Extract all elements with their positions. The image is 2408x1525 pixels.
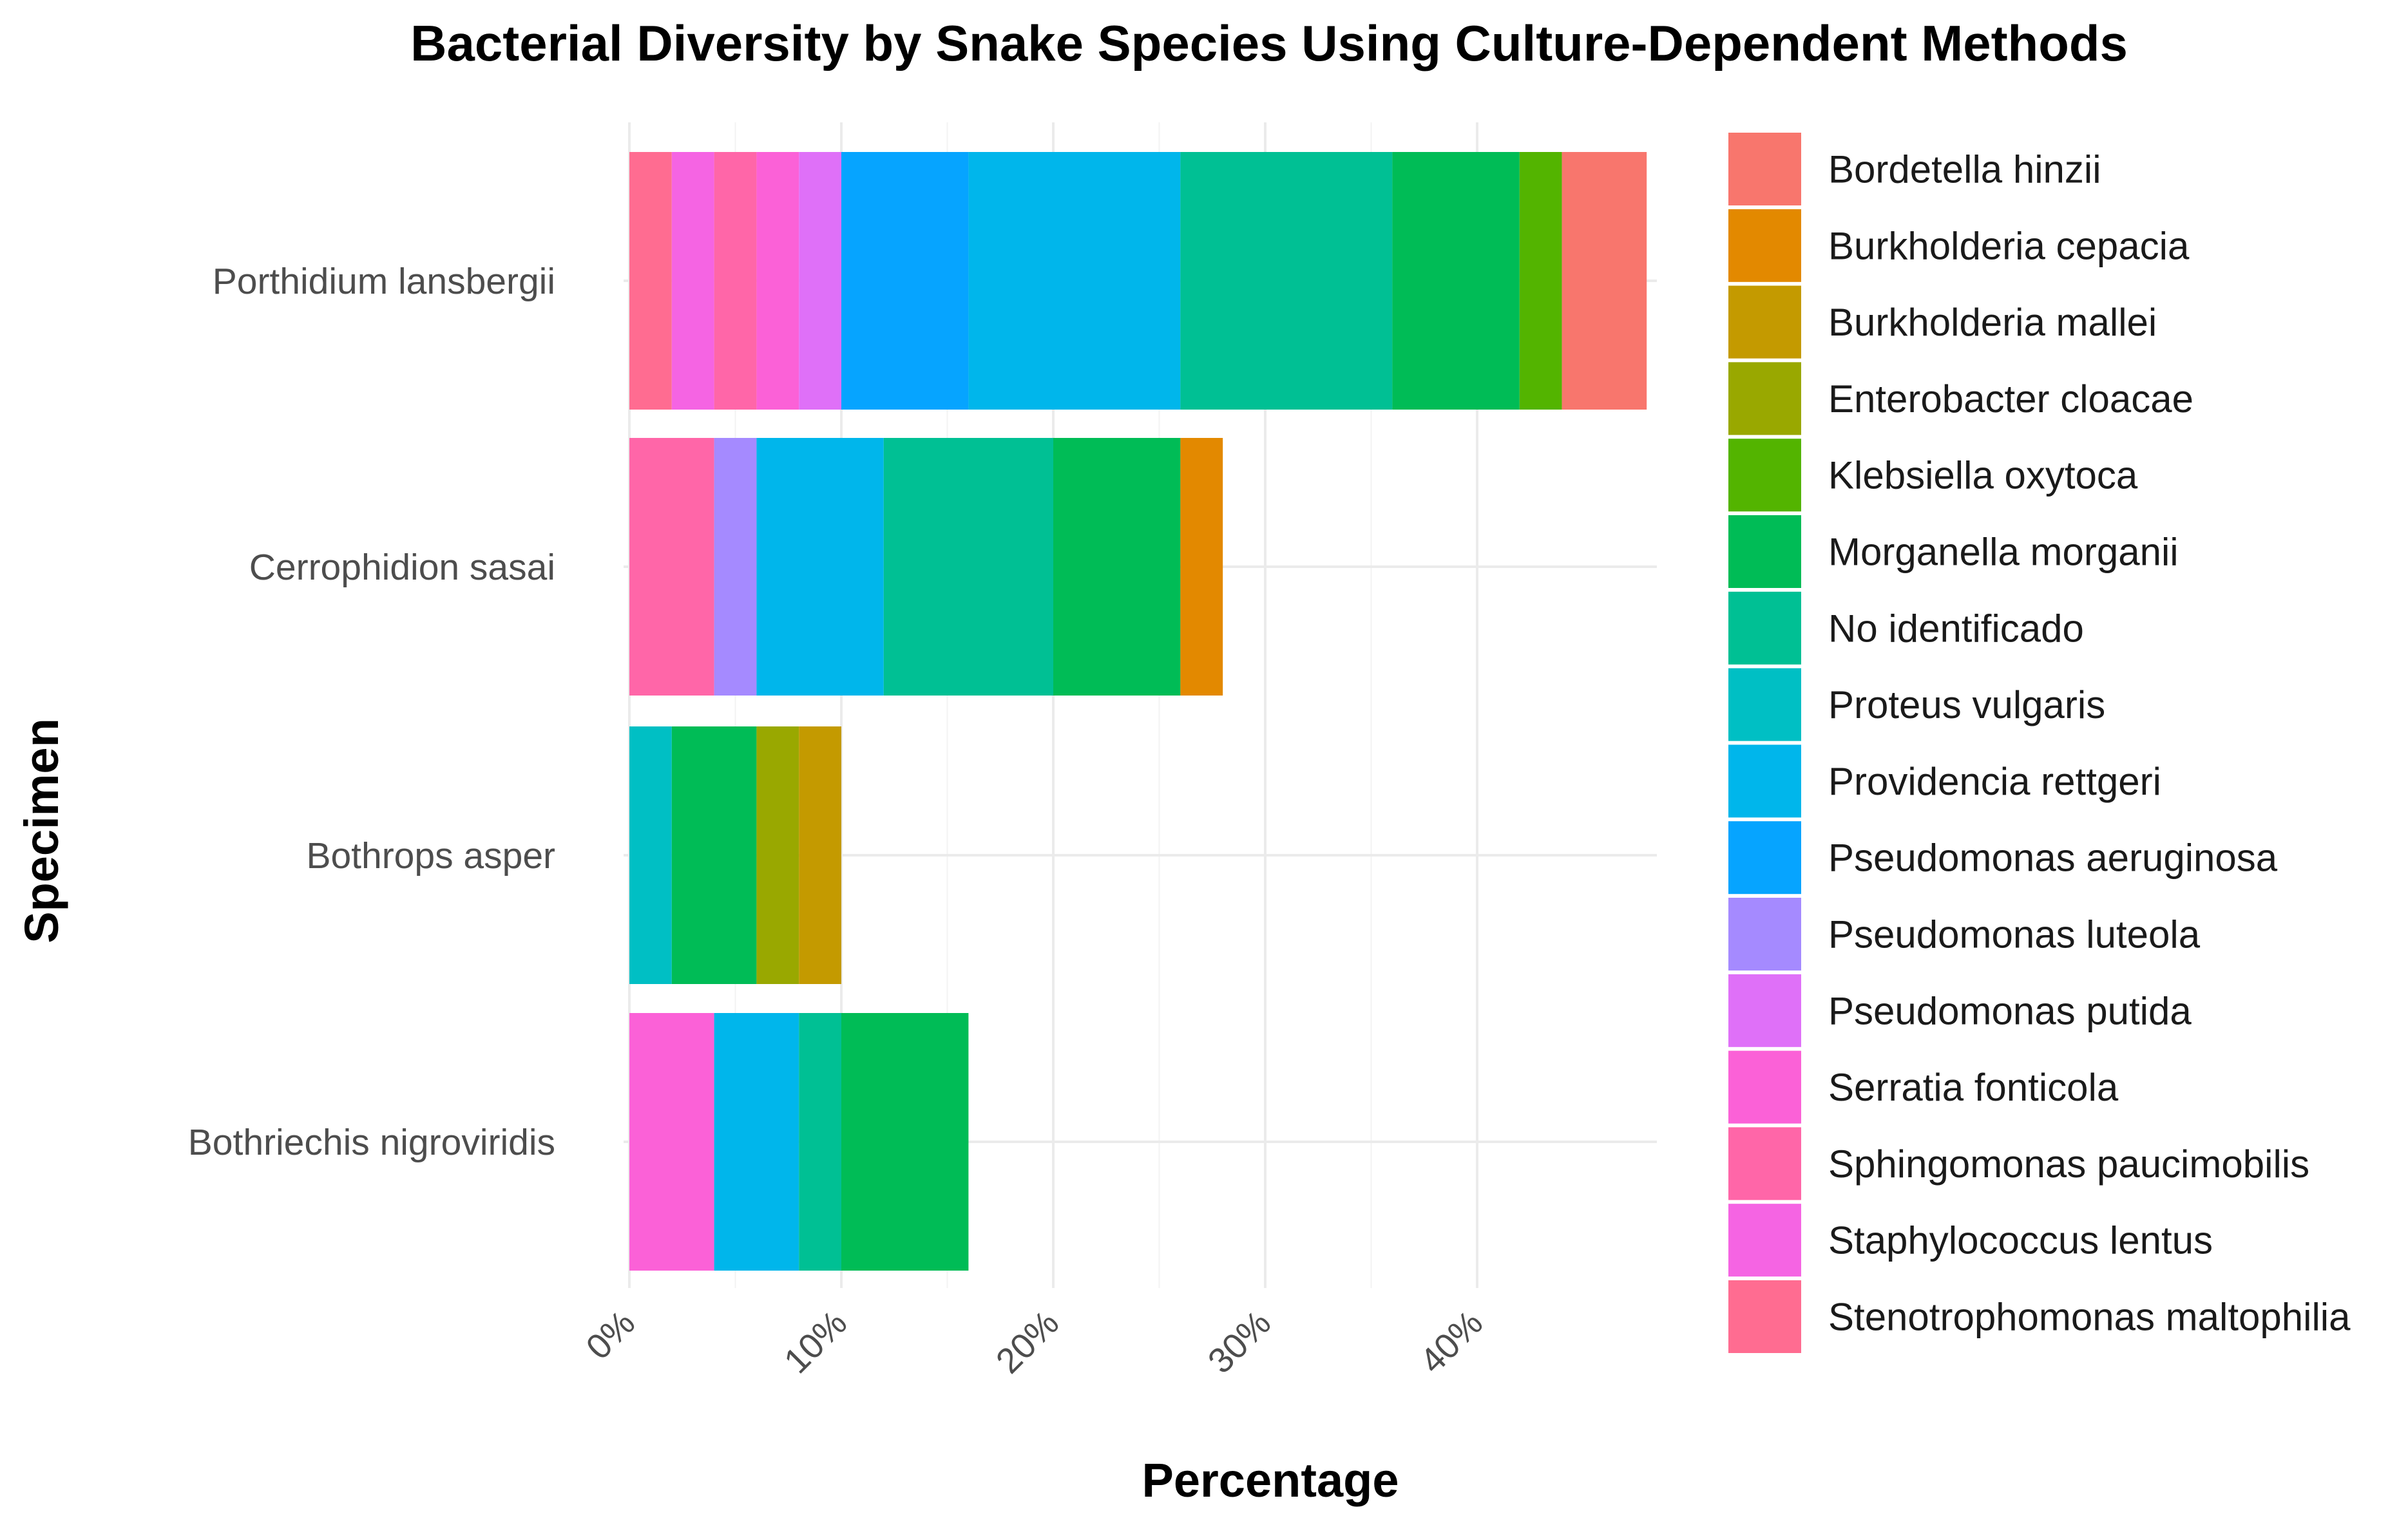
y-tick-label: Porthidium lansbergii [213, 261, 555, 302]
bar-segment [841, 152, 969, 410]
x-tick-label: 40% [1412, 1303, 1491, 1381]
x-tick-label: 0% [578, 1303, 642, 1367]
bar-segment [629, 438, 714, 696]
bar-segment [671, 152, 714, 410]
legend-key [1728, 515, 1801, 588]
legend-label: No identificado [1828, 607, 2084, 650]
x-axis-ticks: 0% 10% 20% 30% 40% [578, 1303, 1490, 1381]
legend-label: Serratia fonticola [1828, 1066, 2119, 1109]
bar-segment [671, 726, 757, 984]
legend-label: Sphingomonas paucimobilis [1828, 1142, 2309, 1186]
legend-label: Burkholderia mallei [1828, 301, 2157, 344]
bar-segment [714, 1013, 799, 1271]
y-tick-label: Cerrophidion sasai [249, 547, 555, 588]
bar-segment [841, 1013, 969, 1271]
bar-segment [714, 438, 757, 696]
bars [629, 152, 1647, 1271]
legend-key [1728, 362, 1801, 435]
bar-segment [756, 438, 884, 696]
legend-label: Pseudomonas luteola [1828, 913, 2201, 956]
legend-key [1728, 1050, 1801, 1124]
legend-key [1728, 1204, 1801, 1277]
legend-label: Pseudomonas putida [1828, 989, 2192, 1032]
bar-segment [968, 152, 1181, 410]
legend-label: Pseudomonas aeruginosa [1828, 837, 2278, 880]
legend-key [1728, 285, 1801, 359]
legend-label: Proteus vulgaris [1828, 683, 2105, 726]
bar-segment [756, 726, 799, 984]
legend-label: Morganella morganii [1828, 531, 2179, 574]
bar-segment [883, 438, 1053, 696]
bar-segment [756, 152, 799, 410]
legend-label: Providencia rettgeri [1828, 760, 2161, 803]
legend-key [1728, 898, 1801, 971]
legend-label: Staphylococcus lentus [1828, 1219, 2213, 1262]
y-tick-label: Bothriechis nigroviridis [188, 1122, 555, 1163]
bar-segment [1519, 152, 1562, 410]
legend-key [1728, 1280, 1801, 1353]
legend-key [1728, 439, 1801, 512]
legend-label: Bordetella hinzii [1828, 148, 2101, 191]
bar-segment [1562, 152, 1647, 410]
legend-key [1728, 133, 1801, 205]
bar-segment [799, 152, 841, 410]
legend-label: Klebsiella oxytoca [1828, 454, 2138, 497]
legend-key [1728, 744, 1801, 818]
legend-label: Burkholderia cepacia [1828, 224, 2190, 267]
bar-segment [629, 1013, 714, 1271]
y-axis-labels: Porthidium lansbergii Cerrophidion sasai B… [188, 261, 555, 1163]
legend: Bordetella hinzii Burkholderia cepacia Bur… [1728, 133, 2351, 1353]
bar-segment [714, 152, 757, 410]
legend-key [1728, 209, 1801, 282]
bar-segment [799, 1013, 841, 1271]
bar-segment [629, 726, 672, 984]
legend-key [1728, 821, 1801, 895]
x-tick-label: 30% [1200, 1303, 1279, 1381]
legend-label: Stenotrophomonas maltophilia [1828, 1296, 2351, 1339]
bar-segment [1180, 152, 1393, 410]
bar-segment [629, 152, 672, 410]
chart-title: Bacterial Diversity by Snake Species Usi… [410, 15, 2128, 71]
legend-key [1728, 1127, 1801, 1200]
x-axis-title: Percentage [1142, 1454, 1399, 1507]
legend-label: Enterobacter cloacae [1828, 377, 2193, 421]
legend-key [1728, 591, 1801, 665]
x-tick-label: 20% [988, 1303, 1067, 1381]
bar-segment [1392, 152, 1520, 410]
y-tick-label: Bothrops asper [306, 835, 555, 876]
legend-key [1728, 668, 1801, 741]
bar-segment [1180, 438, 1223, 696]
legend-key [1728, 974, 1801, 1047]
x-tick-label: 10% [776, 1303, 855, 1381]
bar-segment [799, 726, 841, 984]
bar-segment [1053, 438, 1181, 696]
y-axis-title: Specimen [15, 718, 68, 943]
